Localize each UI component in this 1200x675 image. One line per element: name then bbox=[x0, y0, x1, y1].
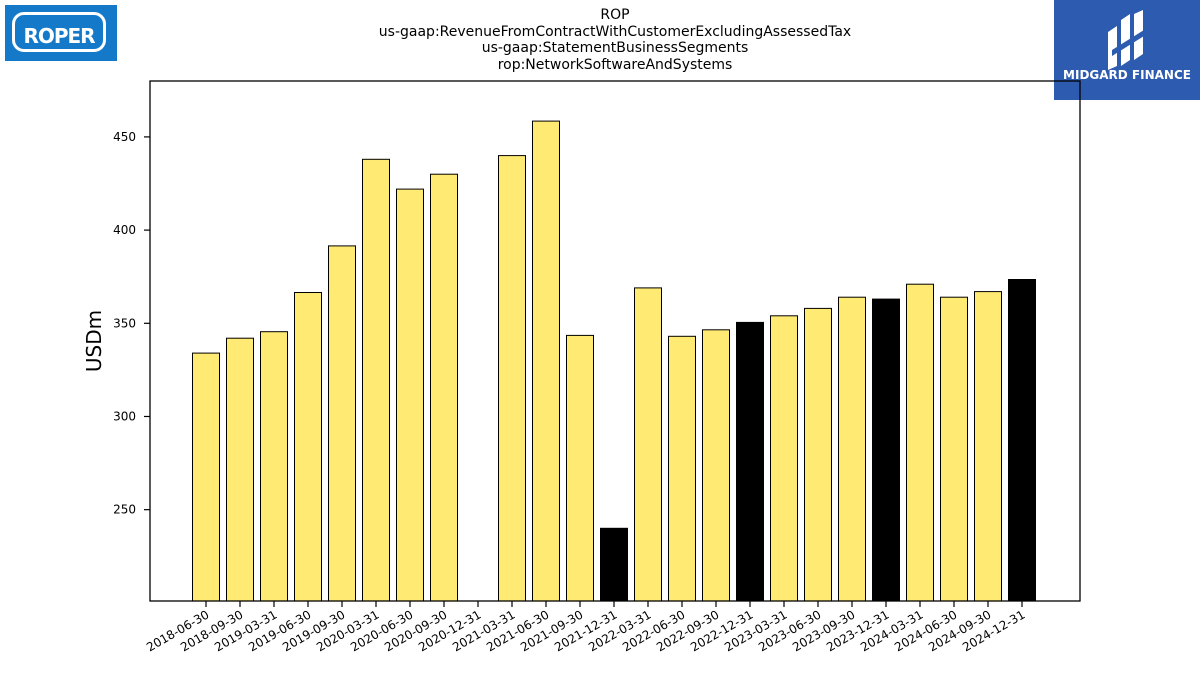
x-axis-ticks: 2018-06-302018-09-302019-03-312019-06-30… bbox=[144, 601, 1028, 654]
bar-2023-03-31 bbox=[770, 315, 798, 602]
bar-2018-09-30 bbox=[226, 337, 254, 602]
bar-2023-06-30 bbox=[804, 307, 832, 602]
bar-2019-06-30 bbox=[294, 292, 322, 602]
bar-2023-09-30 bbox=[838, 296, 866, 602]
bar-2022-09-30 bbox=[702, 329, 730, 602]
plot-frame bbox=[149, 80, 1081, 602]
midgard-logo-text: MIDGARD FINANCE bbox=[1063, 68, 1191, 82]
bar-2021-09-30 bbox=[566, 334, 594, 602]
bar-2020-03-31 bbox=[362, 158, 390, 602]
bar-2019-03-31 bbox=[260, 331, 288, 602]
y-axis-label: USDm bbox=[82, 310, 106, 372]
bar-2024-06-30 bbox=[940, 296, 968, 602]
midgard-logo-icon bbox=[1108, 10, 1144, 70]
chart-title-line-2: us-gaap:RevenueFromContractWithCustomerE… bbox=[378, 24, 852, 40]
roper-logo-badge: ROPER bbox=[12, 12, 106, 52]
bar-2021-06-30 bbox=[532, 120, 560, 602]
bars-group bbox=[192, 120, 1036, 602]
roper-logo: ROPER bbox=[5, 5, 117, 61]
chart-title-line-1: ROP bbox=[600, 7, 630, 23]
bar-2024-12-31 bbox=[1008, 279, 1036, 602]
y-tick-label-450: 450 bbox=[113, 130, 136, 144]
bar-2024-09-30 bbox=[974, 291, 1002, 602]
bar-2022-12-31 bbox=[736, 321, 764, 602]
y-tick-label-350: 350 bbox=[113, 316, 136, 330]
chart-title-line-4: rop:NetworkSoftwareAndSystems bbox=[497, 57, 733, 73]
midgard-finance-logo: MIDGARD FINANCE bbox=[1054, 0, 1200, 100]
bar-2022-06-30 bbox=[668, 335, 696, 602]
bar-2018-06-30 bbox=[192, 352, 220, 602]
y-tick-label-300: 300 bbox=[113, 409, 136, 423]
bar-2023-12-31 bbox=[872, 298, 900, 602]
bar-2021-03-31 bbox=[498, 155, 526, 602]
bar-2022-03-31 bbox=[634, 287, 662, 602]
y-tick-label-400: 400 bbox=[113, 223, 136, 237]
chart-title-line-3: us-gaap:StatementBusinessSegments bbox=[481, 40, 749, 56]
y-axis-ticks: 250 300 350 400 450 bbox=[113, 130, 150, 517]
y-tick-label-250: 250 bbox=[113, 503, 136, 517]
bar-2021-12-31 bbox=[600, 527, 628, 602]
bar-2020-06-30 bbox=[396, 188, 424, 602]
bar-2020-09-30 bbox=[430, 173, 458, 602]
bar-2019-09-30 bbox=[328, 245, 356, 602]
bar-2024-03-31 bbox=[906, 283, 934, 602]
roper-logo-text: ROPER bbox=[23, 24, 95, 48]
